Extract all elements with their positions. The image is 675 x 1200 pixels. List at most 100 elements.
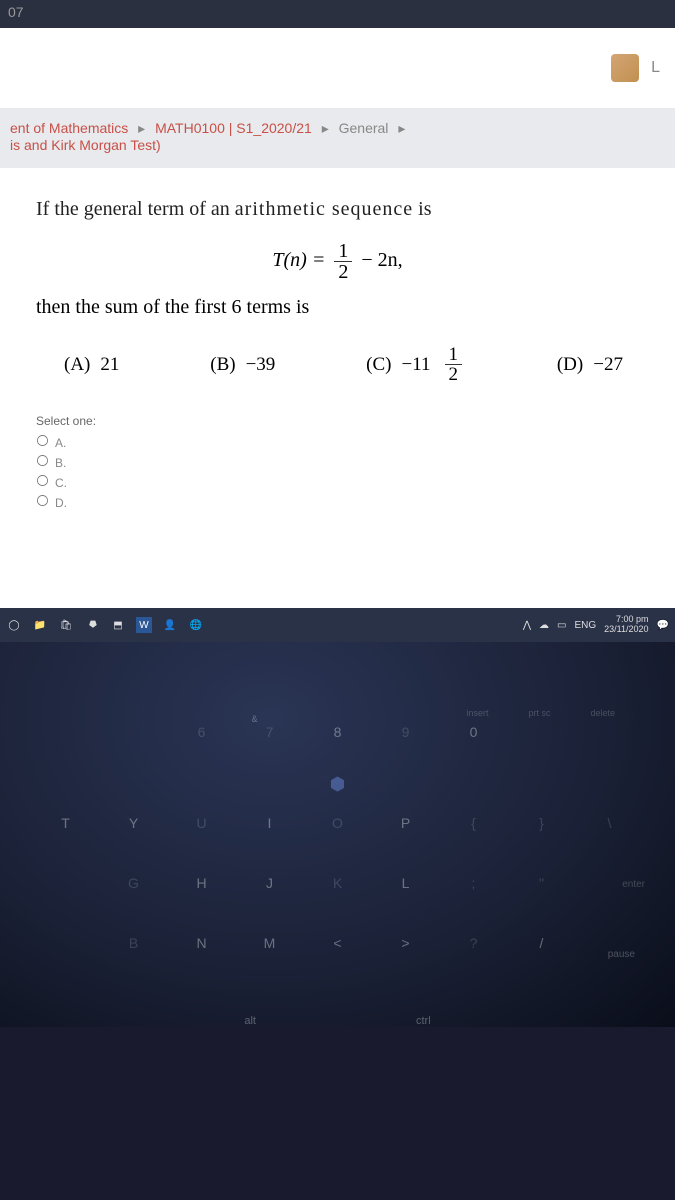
key-ctrl: ctrl xyxy=(416,1015,431,1027)
key-n: N xyxy=(182,935,222,961)
kb-numrow: 67&890 xyxy=(0,724,675,750)
choice-label: (B) xyxy=(210,354,235,376)
key-i: I xyxy=(250,815,290,841)
key-<: < xyxy=(318,935,358,961)
top-bar-text: 07 xyxy=(8,4,24,20)
battery-icon[interactable]: ▭ xyxy=(557,620,566,631)
radio-label: A. xyxy=(55,436,66,450)
key-g: G xyxy=(114,875,154,901)
notification-icon[interactable]: 💬 xyxy=(657,620,669,631)
radio-option-c[interactable]: C. xyxy=(36,474,639,490)
key-{: { xyxy=(454,815,494,841)
key-?: ? xyxy=(454,935,494,961)
key-7: 7& xyxy=(250,724,290,750)
radio-d[interactable] xyxy=(37,495,48,506)
title-bar: L xyxy=(0,28,675,108)
app-avatar-icon[interactable] xyxy=(611,54,639,82)
hp-logo-icon: ⬢ xyxy=(330,774,346,794)
key-prtsc: prt sc xyxy=(528,708,550,718)
question-panel: If the general term of an arithmetic seq… xyxy=(0,168,675,608)
choice-b: (B) −39 xyxy=(210,345,275,384)
key-alt: alt xyxy=(244,1015,256,1027)
fraction: 1 2 xyxy=(334,241,352,282)
chevron-right-icon: ▸ xyxy=(322,120,329,136)
key-t: T xyxy=(46,815,86,841)
key-m: M xyxy=(250,935,290,961)
key-delete: delete xyxy=(590,708,615,718)
wifi-icon[interactable]: ⋀ xyxy=(523,620,531,631)
key-j: J xyxy=(250,875,290,901)
frac-den: 2 xyxy=(445,365,463,384)
folder-icon[interactable]: 📁 xyxy=(32,617,48,633)
person-icon[interactable]: 👤 xyxy=(162,617,178,633)
kb-row3: B N M < >? / xyxy=(0,935,675,961)
answer-choices: (A) 21 (B) −39 (C) −11 1 2 (D) −27 xyxy=(36,345,639,384)
kb-row1: T Y U I O P {} \ xyxy=(0,815,675,841)
choice-label: (D) xyxy=(557,354,583,376)
key-enter: enter xyxy=(622,879,645,890)
key-}: } xyxy=(522,815,562,841)
radio-a[interactable] xyxy=(37,435,48,446)
key-o: O xyxy=(318,815,358,841)
choice-label: (A) xyxy=(64,354,90,376)
start-icon[interactable]: ◯ xyxy=(6,617,22,633)
radio-option-a[interactable]: A. xyxy=(36,434,639,450)
clock-date: 23/11/2020 xyxy=(604,625,648,635)
frac-num: 1 xyxy=(334,241,352,262)
word-icon[interactable]: W xyxy=(136,617,152,633)
kb-row2: GHJKL;" xyxy=(0,875,675,901)
radio-b[interactable] xyxy=(37,455,48,466)
key-/: / xyxy=(522,935,562,961)
browser-icon[interactable]: 🌐 xyxy=(188,617,204,633)
radio-option-b[interactable]: B. xyxy=(36,454,639,470)
key-p: P xyxy=(386,815,426,841)
key-8: 8 xyxy=(318,724,358,750)
key-\: \ xyxy=(590,815,630,841)
stem-text: If the general term of an xyxy=(36,198,235,220)
key-9: 9 xyxy=(386,724,426,750)
select-prompt: Select one: xyxy=(36,414,639,428)
key-": " xyxy=(522,875,562,901)
app-icon[interactable]: ⬒ xyxy=(110,617,126,633)
breadcrumb: ent of Mathematics ▸ MATH0100 | S1_2020/… xyxy=(0,108,675,168)
dropbox-icon[interactable]: ⯂ xyxy=(84,617,100,633)
key-b: B xyxy=(114,935,154,961)
top-bar: 07 xyxy=(0,0,675,28)
breadcrumb-part2[interactable]: MATH0100 | S1_2020/21 xyxy=(155,120,312,136)
breadcrumb-part1[interactable]: ent of Mathematics xyxy=(10,120,128,136)
breadcrumb-part3[interactable]: General xyxy=(339,120,389,136)
kb-spacerow: alt ctrl xyxy=(0,1015,675,1027)
choice-value: 21 xyxy=(100,354,119,376)
eq-lhs: T(n) = xyxy=(272,249,330,271)
stem-term: arithmetic sequence xyxy=(235,198,413,220)
eq-rhs: − 2n, xyxy=(361,249,402,271)
radio-c[interactable] xyxy=(37,475,48,486)
choice-value: −11 xyxy=(401,354,430,376)
stem-suffix: is xyxy=(413,198,431,220)
taskbar-clock[interactable]: 7:00 pm 23/11/2020 xyxy=(604,615,648,635)
store-icon[interactable]: 🛍 xyxy=(58,617,74,633)
choice-c: (C) −11 1 2 xyxy=(366,345,466,384)
cloud-icon[interactable]: ☁ xyxy=(539,620,549,631)
keyboard-photo: insert prt sc delete 67&890 ⬢ TYUIOP{}\ … xyxy=(0,642,675,1027)
key->: > xyxy=(386,935,426,961)
choice-value: −27 xyxy=(593,354,623,376)
title-letter: L xyxy=(651,59,660,77)
lang-indicator[interactable]: ENG xyxy=(574,620,596,631)
key-6: 6 xyxy=(182,724,222,750)
key-u: U xyxy=(182,815,222,841)
radio-label: D. xyxy=(55,496,67,510)
radio-group: A. B. C. D. xyxy=(36,434,639,510)
question-stem: If the general term of an arithmetic seq… xyxy=(36,198,639,221)
choice-d: (D) −27 xyxy=(557,345,623,384)
key-y: Y xyxy=(114,815,154,841)
key-;: ; xyxy=(454,875,494,901)
radio-option-d[interactable]: D. xyxy=(36,494,639,510)
taskbar-right: ⋀ ☁ ▭ ENG 7:00 pm 23/11/2020 💬 xyxy=(523,615,669,635)
chevron-right-icon: ▸ xyxy=(138,120,145,136)
key-insert: insert xyxy=(466,708,488,718)
frac-num: 1 xyxy=(445,345,463,365)
radio-label: B. xyxy=(55,456,66,470)
choice-label: (C) xyxy=(366,354,391,376)
fn-row: insert prt sc delete xyxy=(0,702,675,724)
